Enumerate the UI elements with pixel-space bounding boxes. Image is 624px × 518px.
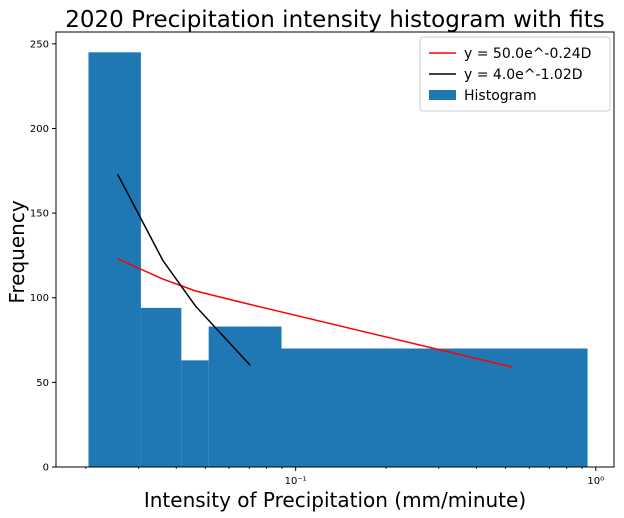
x-tick-label: 10⁻¹: [285, 476, 307, 487]
fit-line-1: [116, 173, 251, 366]
y-axis-ticks: 0 50 100 150 200 250: [30, 39, 56, 474]
chart-title: 2020 Precipitation intensity histogram w…: [65, 7, 604, 33]
y-tick-label: 50: [36, 378, 49, 389]
y-tick-label: 100: [30, 293, 49, 304]
y-axis-label: Frequency: [5, 200, 29, 303]
histogram-bars: [88, 52, 588, 468]
legend-swatch-histogram: [429, 90, 456, 100]
histogram-bar-0: [88, 52, 141, 468]
plot-frame: [55, 31, 615, 468]
legend-label-0: y = 50.0e^-0.24D: [464, 46, 591, 62]
y-tick-label: 250: [30, 39, 49, 50]
x-axis-ticks: 10⁻¹ 10⁰: [85, 467, 604, 487]
x-tick-label: 10⁰: [587, 476, 604, 487]
y-tick-label: 150: [30, 209, 49, 220]
histogram-bar-3: [208, 326, 282, 467]
histogram-bar-4: [281, 348, 588, 467]
fit-line-0: [117, 258, 513, 368]
legend-box: [419, 36, 611, 112]
y-tick-label: 0: [43, 463, 49, 474]
histogram-bar-1: [140, 307, 182, 467]
fit-lines: [116, 173, 513, 368]
legend-label-1: y = 4.0e^-1.02D: [464, 67, 583, 83]
x-axis-label: Intensity of Precipitation (mm/minute): [144, 488, 526, 512]
legend-label-histogram: Histogram: [464, 88, 537, 104]
legend: y = 50.0e^-0.24D y = 4.0e^-1.02D Histogram: [419, 36, 611, 112]
histogram-bar-2: [181, 360, 209, 467]
axes: [55, 31, 615, 468]
y-tick-label: 200: [30, 124, 49, 135]
